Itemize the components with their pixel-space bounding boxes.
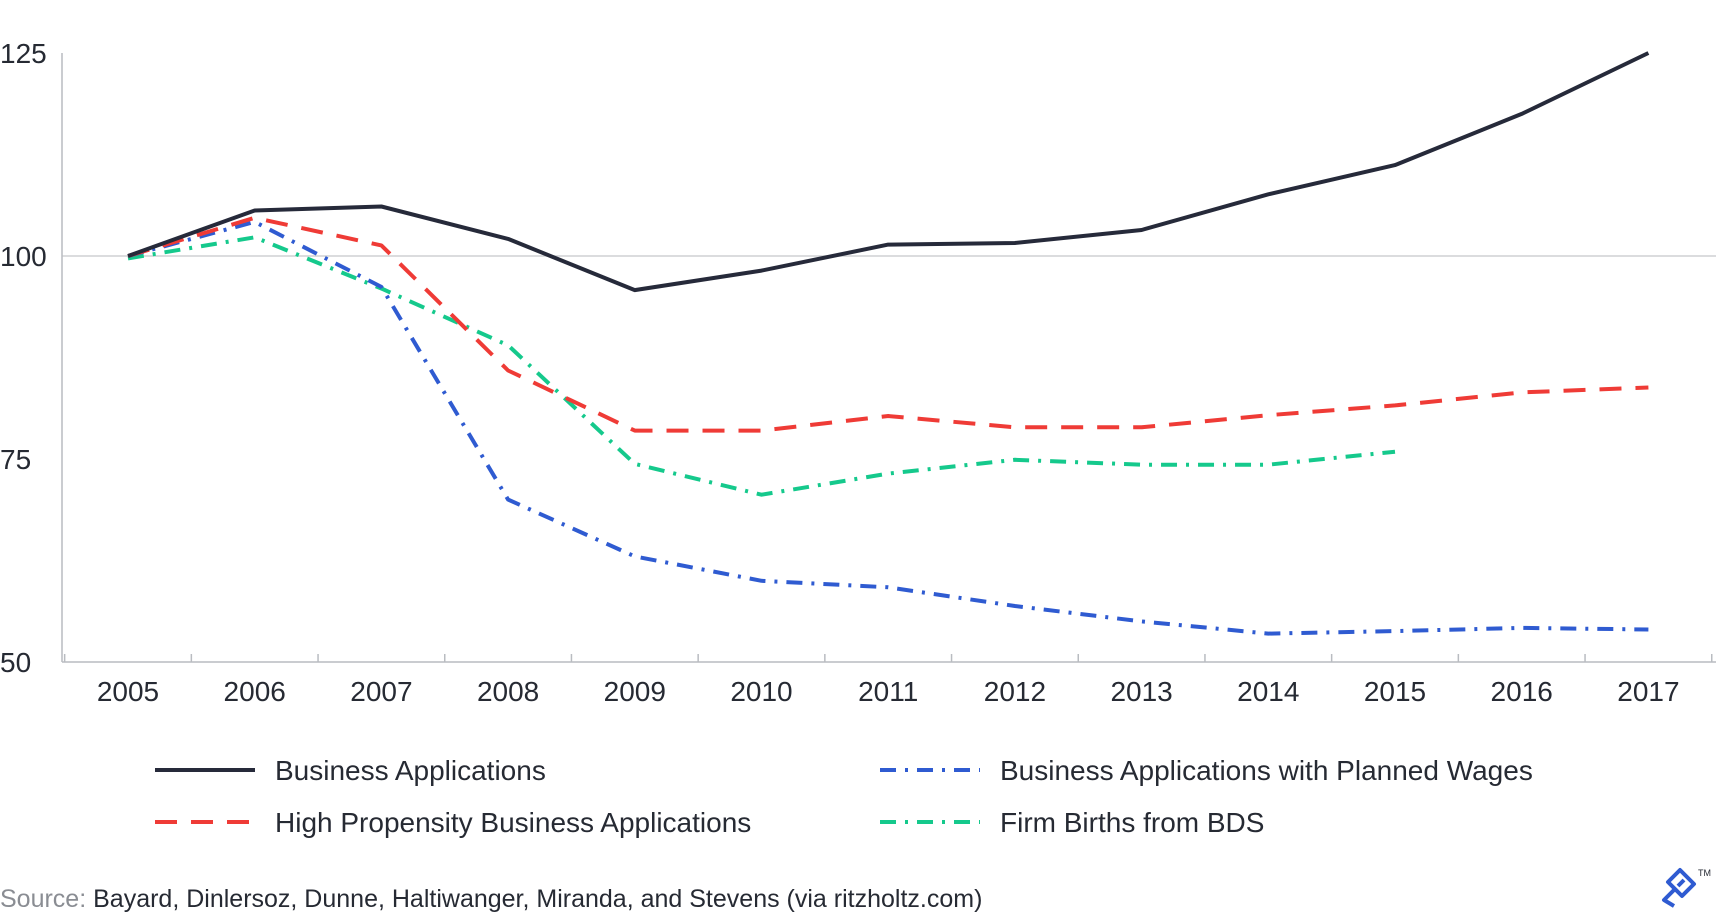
y-tick-label-100: 100 [0, 241, 47, 272]
legend-label-business-applications: Business Applications [275, 755, 546, 786]
legend-label-high-propensity-business-applications: High Propensity Business Applications [275, 807, 751, 838]
y-tick-label-125: 125 [0, 38, 47, 69]
chart-series-lines [127, 51, 1650, 636]
x-tick-label-2009: 2009 [604, 676, 666, 707]
series-line-business-applications [127, 51, 1650, 293]
x-tick-label-2008: 2008 [477, 676, 539, 707]
series-line-high-propensity-business-applications [127, 215, 1649, 433]
chart-axes: 50 75 100 125 2005 2006 2007 2008 2009 2010 2011 20… [0, 38, 1716, 707]
legend-label-business-applications-with-planned-wages: Business Applications with Planned Wages [1000, 755, 1533, 786]
source-note: Source: Bayard, Dinlersoz, Dunne, Haltiw… [0, 885, 982, 914]
logo-trademark: TM [1698, 868, 1711, 878]
y-tick-label-50: 50 [0, 647, 31, 678]
series-line-firm-births-from-bds [127, 235, 1396, 497]
x-tick-label-2011: 2011 [858, 676, 918, 707]
source-text: Bayard, Dinlersoz, Dunne, Haltiwanger, M… [86, 885, 983, 913]
x-tick-label-2016: 2016 [1491, 676, 1553, 707]
line-chart: 50 75 100 125 2005 2006 2007 2008 2009 2010 2011 20… [0, 38, 1716, 838]
chart-legend: Business Applications High Propensity Bus… [155, 755, 1533, 838]
toptal-logo-icon: TM [1662, 868, 1711, 908]
y-tick-label-75: 75 [0, 444, 31, 475]
x-tick-label-2014: 2014 [1237, 676, 1299, 707]
x-tick-label-2012: 2012 [984, 676, 1046, 707]
x-tick-label-2010: 2010 [730, 676, 792, 707]
x-tick-label-2005: 2005 [97, 676, 159, 707]
x-tick-label-2006: 2006 [224, 676, 286, 707]
x-tick-label-2017: 2017 [1617, 676, 1679, 707]
legend-label-firm-births-from-bds: Firm Births from BDS [1000, 807, 1264, 838]
x-tick-label-2007: 2007 [350, 676, 412, 707]
x-tick-label-2015: 2015 [1364, 676, 1426, 707]
series-line-business-applications-with-planned-wages [127, 219, 1649, 636]
x-tick-label-2013: 2013 [1110, 676, 1172, 707]
source-prefix: Source: [0, 885, 87, 913]
